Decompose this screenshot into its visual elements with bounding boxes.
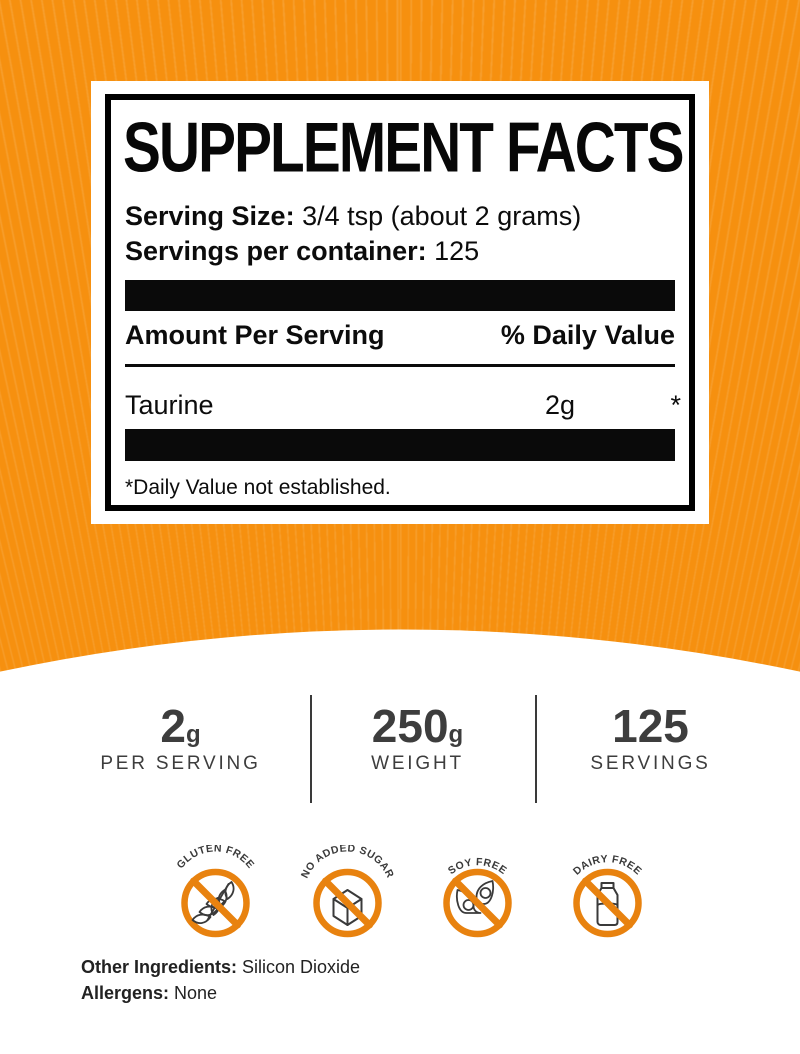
svg-text:GLUTEN FREE: GLUTEN FREE [174, 845, 256, 871]
